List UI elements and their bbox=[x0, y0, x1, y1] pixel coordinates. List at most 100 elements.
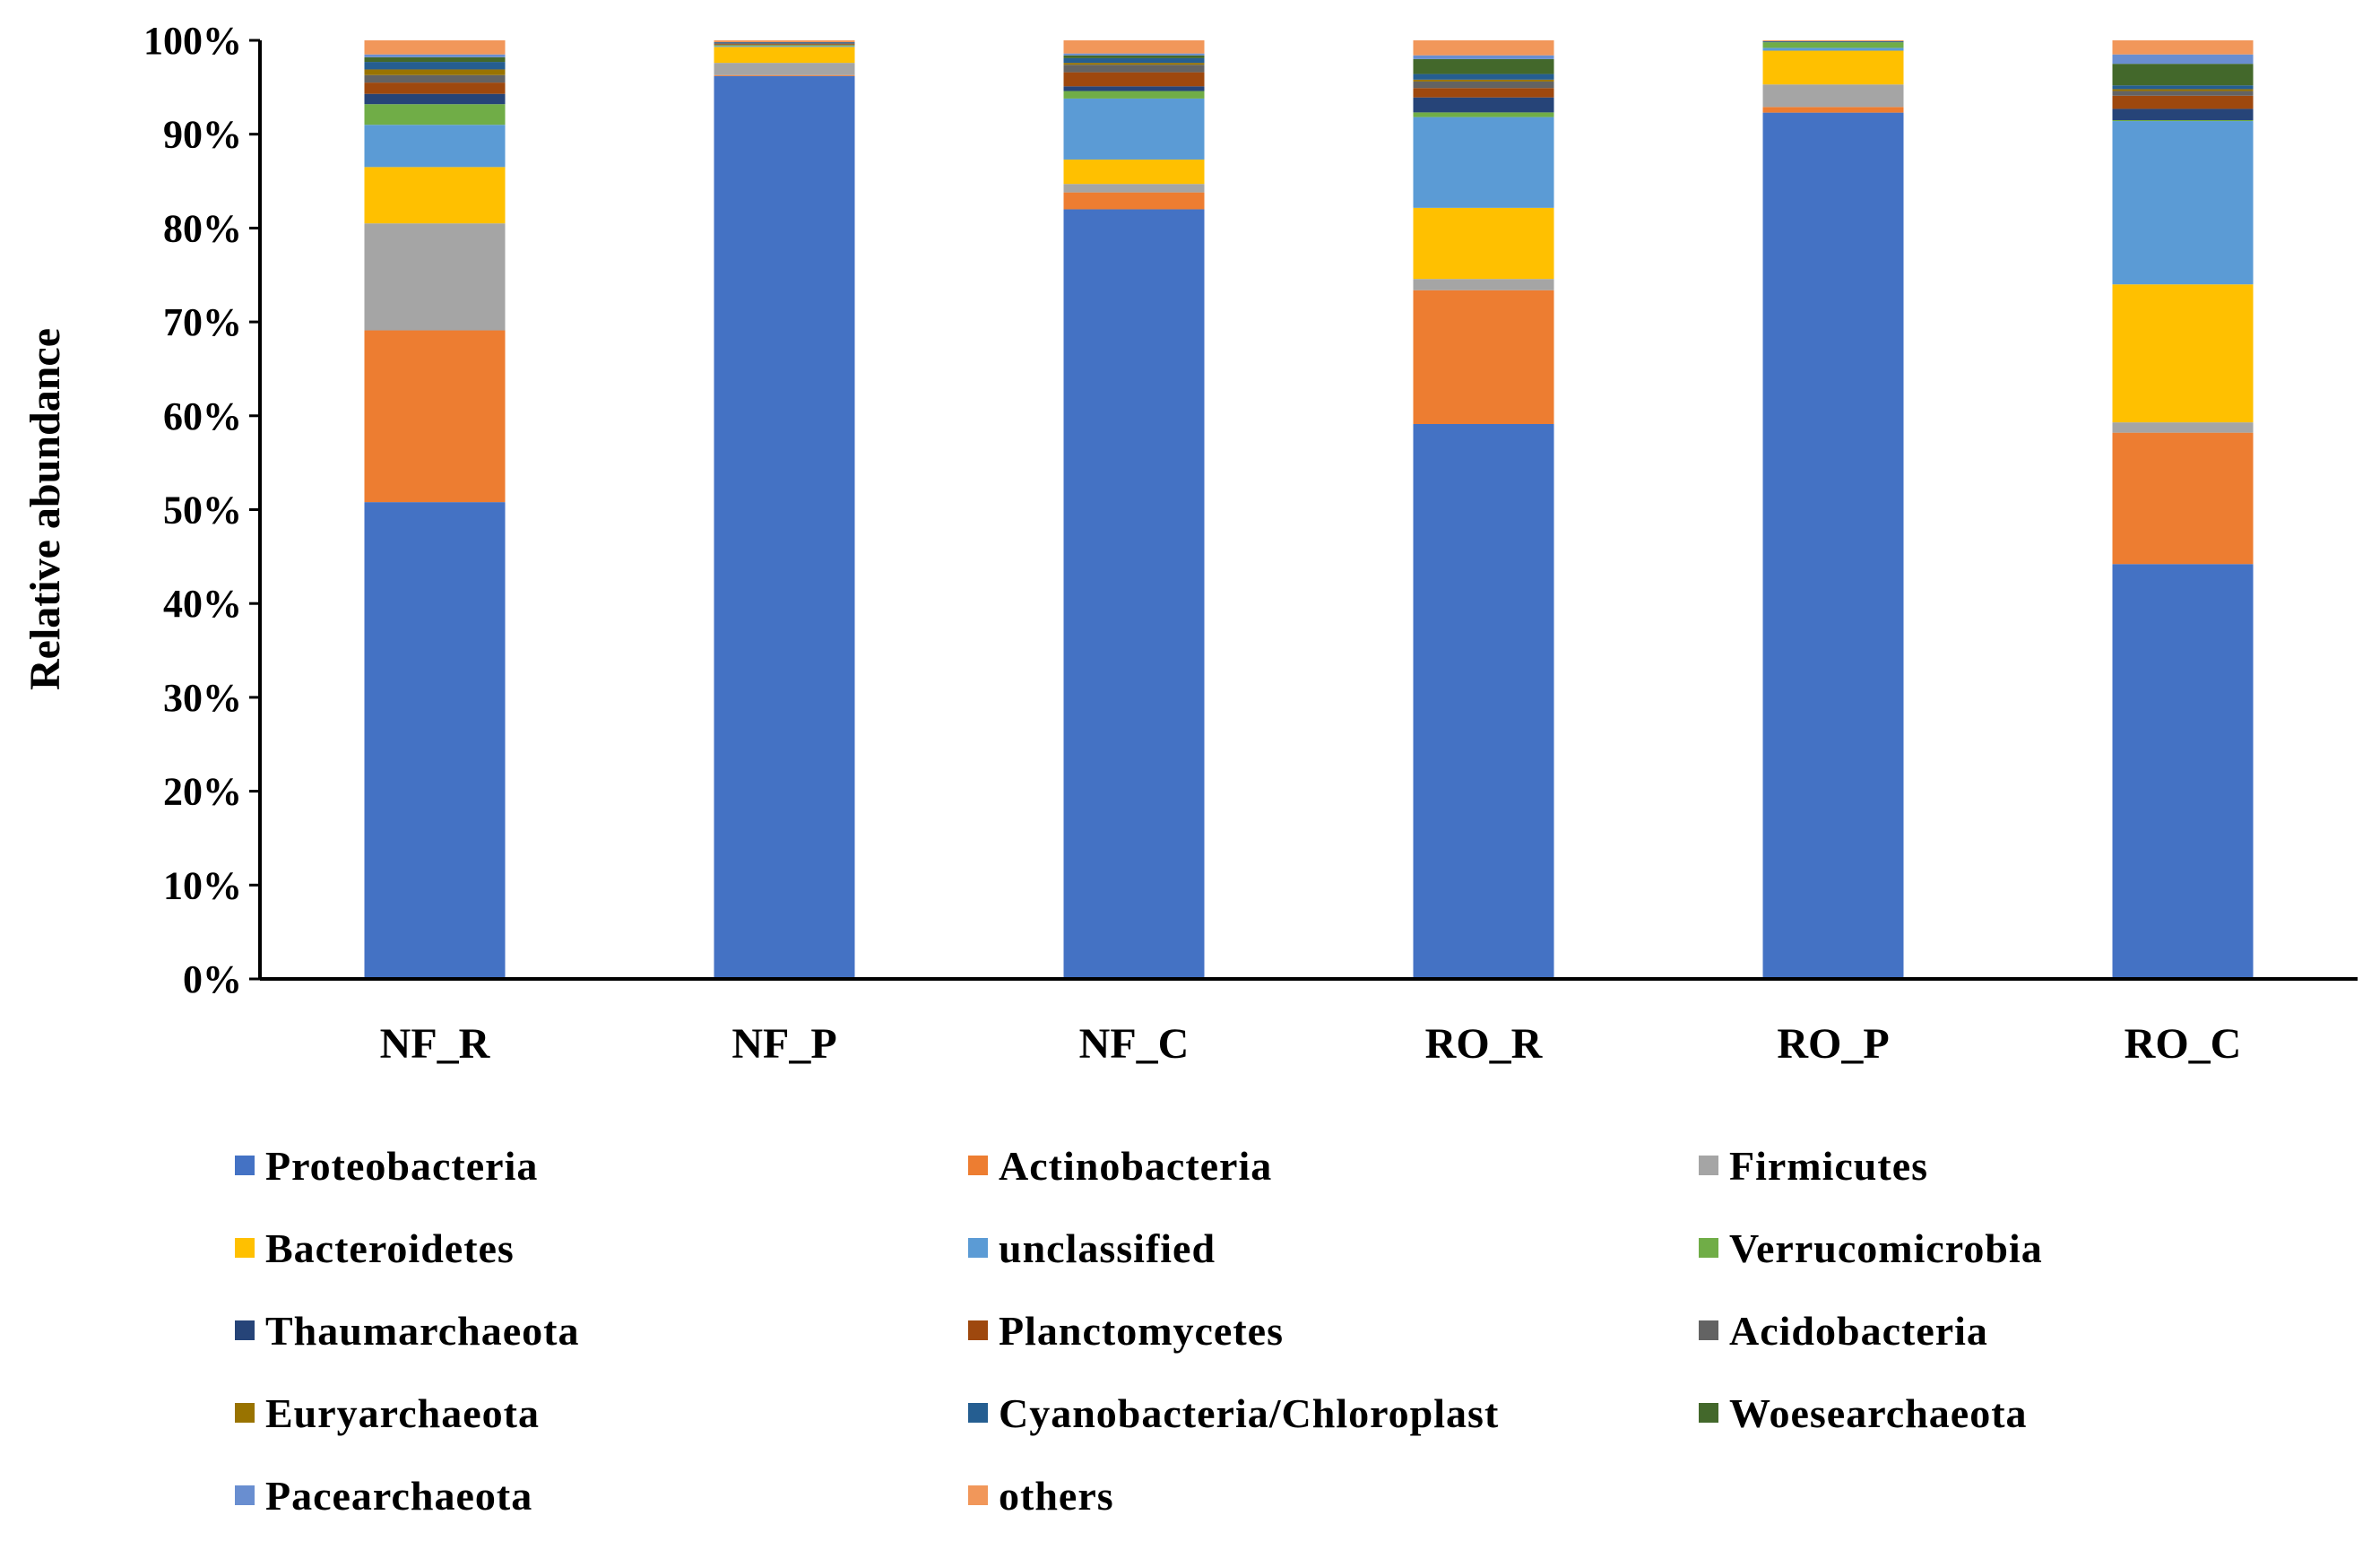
legend-label: others bbox=[999, 1473, 1114, 1519]
y-tick-label: 100% bbox=[143, 19, 242, 63]
legend-item: Firmicutes bbox=[1699, 1143, 1928, 1189]
legend-label: Planctomycetes bbox=[999, 1308, 1284, 1354]
legend-label: Thaumarchaeota bbox=[265, 1308, 580, 1354]
bar-segment-unclassified-ro-c bbox=[2112, 121, 2254, 285]
y-tick-label: 40% bbox=[163, 582, 242, 626]
bar-segment-pacearchaeota-nf-r bbox=[364, 54, 506, 57]
bar-segment-proteobacteria-ro-p bbox=[1762, 112, 1904, 979]
bar-segment-euryarchaeota-nf-r bbox=[364, 69, 506, 75]
legend-swatch bbox=[235, 1485, 255, 1505]
bar-segment-actinobacteria-nf-c bbox=[1063, 192, 1205, 210]
bar-segment-pacearchaeota-nf-c bbox=[1063, 53, 1205, 56]
y-tick-label: 80% bbox=[163, 206, 242, 250]
x-category-label: RO_P bbox=[1777, 1020, 1889, 1068]
bar-segment-bacteroidetes-ro-r bbox=[1413, 207, 1554, 280]
y-tick-label: 50% bbox=[163, 489, 242, 532]
bar-segment-euryarchaeota-nf-c bbox=[1063, 63, 1205, 65]
bar-segment-unclassified-nf-c bbox=[1063, 98, 1205, 160]
legend-label: Pacearchaeota bbox=[265, 1473, 532, 1519]
bar-segment-actinobacteria-nf-r bbox=[364, 330, 506, 503]
legend-label: Euryarchaeota bbox=[265, 1390, 540, 1436]
bar-segment-unclassified-nf-p bbox=[714, 46, 855, 48]
legend-swatch bbox=[1699, 1403, 1718, 1423]
bar-segment-proteobacteria-nf-p bbox=[714, 75, 855, 979]
y-tick-label: 90% bbox=[163, 113, 242, 157]
legend-item: unclassified bbox=[968, 1225, 1216, 1271]
bar-segment-planctomycetes-nf-r bbox=[364, 82, 506, 94]
y-tick-label: 70% bbox=[163, 300, 242, 344]
legend-swatch bbox=[235, 1403, 255, 1423]
bar-segment-verrucomicrobia-ro-p bbox=[1762, 42, 1904, 48]
legend-item: Woesearchaeota bbox=[1699, 1390, 2028, 1436]
bar-segment-verrucomicrobia-ro-c bbox=[2112, 119, 2254, 122]
legend-label: Acidobacteria bbox=[1729, 1308, 1988, 1354]
legend-swatch bbox=[235, 1238, 255, 1258]
legend-swatch bbox=[235, 1320, 255, 1340]
bar-segment-pacearchaeota-ro-r bbox=[1413, 55, 1554, 59]
bar-segment-actinobacteria-ro-c bbox=[2112, 432, 2254, 565]
legend-swatch bbox=[968, 1238, 988, 1258]
bar-segment-thaumarchaeota-nf-c bbox=[1063, 86, 1205, 91]
legend-label: Proteobacteria bbox=[265, 1143, 538, 1189]
bar-segment-acidobacteria-nf-r bbox=[364, 74, 506, 83]
bar-segment-verrucomicrobia-nf-c bbox=[1063, 91, 1205, 99]
bar-segment-firmicutes-ro-c bbox=[2112, 422, 2254, 433]
bar-segment-actinobacteria-ro-r bbox=[1413, 290, 1554, 424]
y-tick-label: 20% bbox=[163, 770, 242, 814]
legend-swatch bbox=[968, 1320, 988, 1340]
bar-segment-planctomycetes-ro-r bbox=[1413, 88, 1554, 98]
legend-item: others bbox=[968, 1473, 1114, 1519]
bar-segment-bacteroidetes-ro-c bbox=[2112, 284, 2254, 423]
legend-label: unclassified bbox=[999, 1225, 1216, 1271]
axes-group bbox=[258, 40, 2358, 981]
bar-segment-verrucomicrobia-ro-r bbox=[1413, 112, 1554, 117]
bar-segment-cyanobacteria-chloroplast-nf-c bbox=[1063, 57, 1205, 64]
legend-swatch bbox=[968, 1156, 988, 1175]
x-category-label: NF_C bbox=[1079, 1020, 1190, 1068]
legend-item: Proteobacteria bbox=[235, 1143, 538, 1189]
x-category-label: RO_C bbox=[2125, 1020, 2242, 1068]
legend-item: Planctomycetes bbox=[968, 1308, 1284, 1354]
bar-segment-cyanobacteria-chloroplast-ro-c bbox=[2112, 85, 2254, 90]
bar-segment-acidobacteria-nf-p bbox=[714, 43, 855, 45]
bar-segment-thaumarchaeota-ro-r bbox=[1413, 97, 1554, 113]
bar-segment-acidobacteria-ro-c bbox=[2112, 91, 2254, 96]
bar-segment-planctomycetes-nf-c bbox=[1063, 72, 1205, 87]
bar-segment-actinobacteria-ro-p bbox=[1762, 107, 1904, 113]
bar-segment-euryarchaeota-ro-r bbox=[1413, 79, 1554, 82]
legend-swatch bbox=[235, 1156, 255, 1175]
legend-label: Actinobacteria bbox=[999, 1143, 1272, 1189]
legend-swatch bbox=[968, 1485, 988, 1505]
bar-segment-others-nf-p bbox=[714, 40, 855, 43]
bars-group bbox=[364, 40, 2254, 979]
bar-segment-cyanobacteria-chloroplast-ro-r bbox=[1413, 74, 1554, 80]
x-category-label: NF_R bbox=[380, 1020, 491, 1068]
bar-segment-woesearchaeota-nf-r bbox=[364, 56, 506, 63]
bar-segment-actinobacteria-nf-p bbox=[714, 74, 855, 76]
y-tick-label: 60% bbox=[163, 394, 242, 438]
bar-segment-proteobacteria-ro-c bbox=[2112, 564, 2254, 979]
bar-segment-others-nf-r bbox=[364, 40, 506, 55]
legend-label: Firmicutes bbox=[1729, 1143, 1928, 1189]
bar-segment-acidobacteria-nf-c bbox=[1063, 65, 1205, 73]
bar-segment-firmicutes-nf-c bbox=[1063, 184, 1205, 193]
bar-segment-unclassified-ro-r bbox=[1413, 117, 1554, 208]
bar-segment-proteobacteria-ro-r bbox=[1413, 423, 1554, 979]
legend-label: Verrucomicrobia bbox=[1729, 1225, 2043, 1271]
bar-segment-planctomycetes-nf-p bbox=[714, 44, 855, 46]
y-tick-label: 30% bbox=[163, 676, 242, 720]
bar-segment-cyanobacteria-chloroplast-nf-p bbox=[714, 42, 855, 44]
y-ticks-group: 0% 10% 20% 30% 40% 50% 60% 70% 80% 90% 100% bbox=[143, 19, 260, 1001]
legend-label: Woesearchaeota bbox=[1729, 1390, 2028, 1436]
bar-segment-bacteroidetes-ro-p bbox=[1762, 50, 1904, 85]
bar-segment-planctomycetes-ro-c bbox=[2112, 95, 2254, 109]
bar-segment-firmicutes-ro-r bbox=[1413, 279, 1554, 290]
y-tick-label: 10% bbox=[163, 863, 242, 907]
bar-segment-others-ro-c bbox=[2112, 40, 2254, 55]
bar-segment-thaumarchaeota-nf-r bbox=[364, 93, 506, 105]
bar-segment-bacteroidetes-nf-p bbox=[714, 47, 855, 64]
bar-segment-cyanobacteria-chloroplast-ro-p bbox=[1762, 41, 1904, 43]
bar-segment-others-ro-p bbox=[1762, 40, 1904, 42]
legend-item: Euryarchaeota bbox=[235, 1390, 540, 1436]
